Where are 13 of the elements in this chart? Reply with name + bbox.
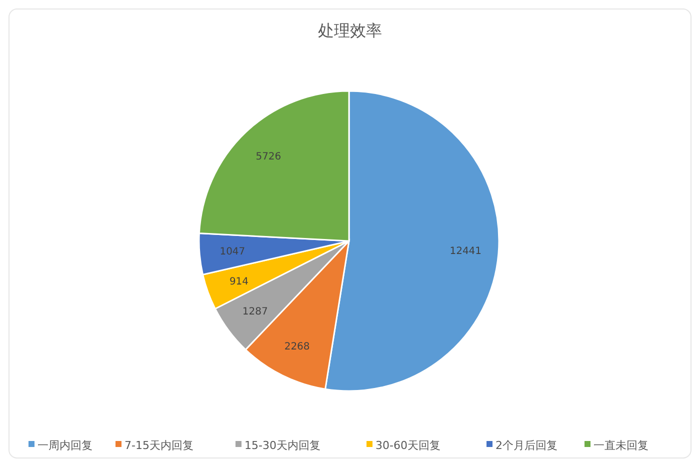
data-label: 914 — [229, 276, 249, 288]
data-label: 1047 — [220, 246, 246, 258]
legend-label: 7-15天内回复 — [124, 438, 194, 452]
data-label: 12441 — [450, 246, 482, 257]
legend-label: 2个月后回复 — [496, 438, 558, 452]
data-label: 2268 — [284, 341, 310, 352]
legend-label: 一周内回复 — [38, 438, 92, 452]
legend-label: 15-30天内回复 — [244, 438, 320, 452]
data-label: 5726 — [256, 152, 282, 163]
legend-label: 30-60天回复 — [376, 438, 440, 452]
data-label: 1287 — [242, 306, 268, 318]
chart-title: 处理效率 — [318, 21, 382, 40]
legend-label: 一直未回复 — [594, 438, 648, 452]
